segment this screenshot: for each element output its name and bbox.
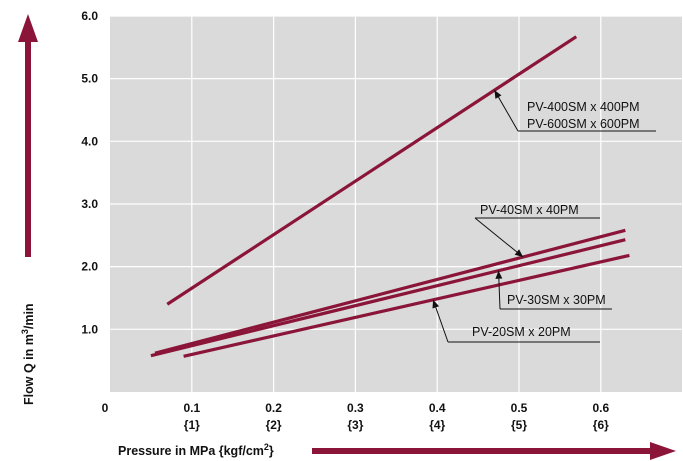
y-axis-arrow-shaft [25,40,31,257]
x-tick-label: 0.2 [265,401,282,415]
annotation: PV-20SM x 20PM [432,299,600,343]
y-tick-label: 2.0 [81,260,98,274]
series-label: PV-20SM x 20PM [472,325,571,339]
x-tick-label: 0.4 [429,401,446,415]
x-tick-sublabel: {5} [511,418,527,432]
x-tick-label: 0.5 [511,401,528,415]
x-tick-sublabel: {4} [429,418,445,432]
x-tick-label: 0.6 [592,401,609,415]
annotation: PV-400SM x 400PM PV-600SM x 600PM [494,89,656,132]
annotations: PV-400SM x 400PM PV-600SM x 600PM PV-40SM … [432,89,656,343]
y-tick-labels: 1.0 2.0 3.0 4.0 5.0 6.0 [81,9,98,336]
series-label: PV-600SM x 600PM [527,117,640,131]
series-label: PV-30SM x 30PM [507,293,606,307]
x-axis-arrow [650,442,676,460]
series-line [150,238,626,358]
x-tick-label: 0 [102,401,109,415]
x-tick-label: 0.3 [347,401,364,415]
series-label: PV-400SM x 400PM [527,100,640,114]
x-tick-sublabel: {1} [184,418,200,432]
series-line [183,253,630,358]
annotation-leader [474,217,524,258]
annotation-arrowhead [494,90,502,99]
annotation-arrowhead [495,270,503,279]
x-tick-labels: 0 0.1 {1} 0.2 {2} 0.3 {3} 0.4 {4} 0.5 {5} 0.6 {6} [102,401,610,432]
y-tick-label: 3.0 [81,197,98,211]
y-tick-label: 6.0 [81,9,98,23]
y-tick-label: 1.0 [81,322,98,336]
x-axis-arrow-shaft [312,448,654,454]
annotation-arrowhead [514,249,524,258]
y-axis-title-group: Flow Q in m3/min [18,14,38,405]
series-lines [150,35,630,358]
grid [110,15,683,392]
series-line [166,35,578,306]
annotation-arrowhead [432,299,440,309]
x-tick-label: 0.1 [183,401,200,415]
y-tick-label: 5.0 [81,72,98,86]
x-tick-sublabel: {2} [266,418,282,432]
x-axis-title: Pressure in MPa {kgf/cm2} [118,442,274,458]
annotation: PV-30SM x 30PM [495,270,612,310]
x-tick-sublabel: {6} [593,418,609,432]
series-label: PV-40SM x 40PM [480,203,579,217]
x-tick-sublabel: {3} [347,418,363,432]
annotation: PV-40SM x 40PM [474,203,600,258]
y-axis-arrow [18,14,38,42]
y-tick-label: 4.0 [81,134,98,148]
x-axis-title-group: Pressure in MPa {kgf/cm2} [118,442,676,460]
y-axis-title: Flow Q in m3/min [20,303,36,405]
series-line [154,228,626,355]
